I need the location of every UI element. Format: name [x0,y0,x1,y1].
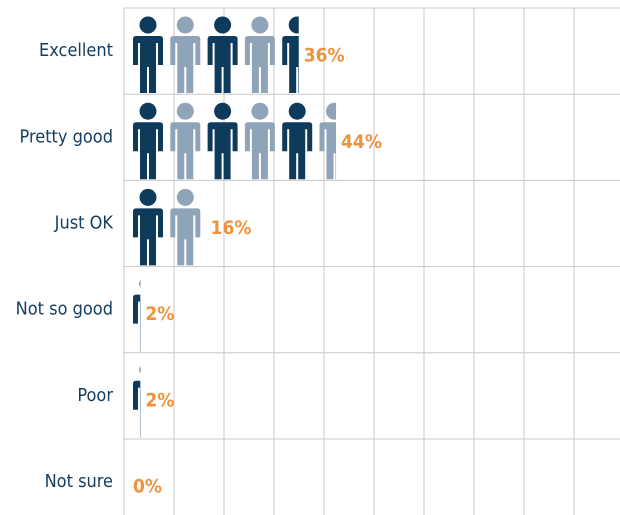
icon-body [133,122,163,180]
icon-row [133,279,141,352]
icon-row [133,188,201,266]
icon-head [214,102,232,120]
category-label: Pretty good [20,126,113,147]
icon-row [133,366,141,438]
value-label: 2% [145,389,174,411]
icon-head [288,102,306,120]
icon-body [170,36,201,93]
category-label: Excellent [39,40,113,61]
icon-head [139,16,157,34]
icon-head [176,188,194,206]
icon-head [139,279,141,288]
icon-body [170,208,201,266]
icon-head [139,188,157,206]
value-label: 2% [145,303,174,325]
icon-head [214,16,232,34]
icon-head [139,366,141,374]
icon-head [326,102,337,120]
icon-body [170,122,201,180]
icon-body [282,122,313,180]
value-label: 44% [341,131,382,153]
icon-body [282,36,299,93]
category-label: Not sure [45,471,113,492]
icon-head [139,102,157,120]
value-label: 16% [211,217,252,239]
icon-body [244,36,275,93]
icon-row [133,16,299,93]
category-label: Just OK [54,213,114,234]
icon-body [133,208,163,266]
icon-head [288,16,299,34]
value-label: 36% [304,45,345,67]
icon-body [207,36,238,93]
category-label: Not so good [16,299,113,320]
icon-row [133,102,337,180]
icon-body [133,36,163,93]
icon-head [251,16,269,34]
value-label: 0% [133,476,162,498]
icon-body [319,122,337,180]
icon-head [176,102,194,120]
icon-head [176,16,194,34]
category-label: Poor [77,385,113,406]
icon-body [133,294,141,352]
icon-body [133,380,141,438]
icon-head [251,102,269,120]
icon-body [244,122,275,180]
icon-body [207,122,238,180]
